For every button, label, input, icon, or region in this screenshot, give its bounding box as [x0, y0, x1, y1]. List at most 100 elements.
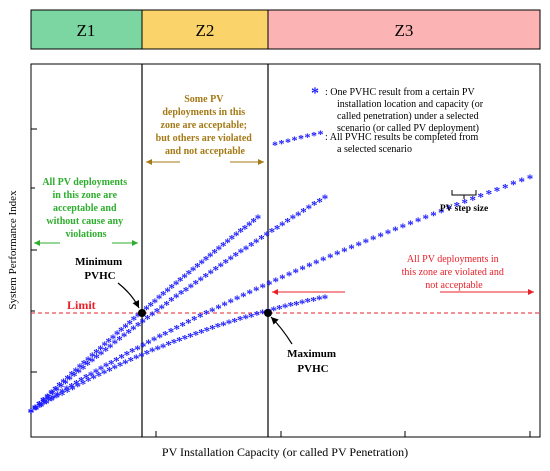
pvhc-marker: *: [140, 339, 147, 354]
pvhc-marker: *: [33, 402, 40, 417]
pvhc-marker: *: [134, 342, 141, 357]
pvhc-marker: *: [226, 316, 233, 331]
pvhc-marker: *: [237, 313, 244, 328]
pvhc-marker: *: [176, 333, 183, 348]
pvhc-marker: *: [140, 315, 147, 330]
pvhc-marker: *: [334, 247, 341, 262]
pvhc-marker: *: [194, 259, 201, 274]
pvhc-marker: *: [478, 190, 485, 205]
zone-z3: [267, 9, 541, 50]
pvhc-marker: *: [207, 249, 214, 264]
pvhc-marker: *: [81, 357, 88, 372]
pvhc-marker: *: [263, 228, 270, 243]
pvhc-marker: *: [85, 353, 92, 368]
pvhc-marker: *: [165, 338, 172, 353]
pvhc-marker: *: [78, 374, 85, 389]
pvhc-marker: *: [38, 399, 45, 414]
pvhc-marker: *: [222, 256, 229, 271]
pvhc-marker: *: [242, 311, 249, 326]
pvhc-marker: *: [118, 324, 125, 339]
pvhc-marker: *: [88, 368, 95, 383]
pvhc-marker: *: [67, 372, 74, 387]
pvhc-marker: *: [209, 322, 216, 337]
curve-d: ************************** *** * * * * * * * * * * *…: [28, 291, 329, 420]
pvhc-marker: *: [163, 297, 170, 312]
pvhc-marker: *: [341, 244, 348, 259]
pvhc-marker: *: [377, 229, 384, 244]
pvhc-marker: *: [518, 174, 525, 189]
legend-marker: *: [311, 128, 317, 142]
legend-marker-series: * * * * * * * *: [272, 127, 324, 152]
pvhc-curves: *************************** *************…: [28, 171, 534, 420]
pvhc-marker: *: [250, 214, 257, 229]
pvhc-marker: *: [156, 291, 163, 306]
pvhc-marker: *: [32, 402, 39, 417]
pvhc-marker: *: [255, 211, 262, 226]
pvhc-marker: *: [168, 294, 175, 309]
pvhc-marker: *: [254, 308, 261, 323]
pvhc-marker: *: [228, 295, 235, 310]
pvhc-marker: *: [28, 405, 35, 420]
curve-b: ****************************************…: [28, 191, 329, 420]
pvhc-marker: *: [50, 391, 57, 406]
pvhc-marker: *: [273, 274, 280, 289]
pvhc-marker: *: [212, 262, 219, 277]
pvhc-marker: *: [279, 218, 286, 233]
pvhc-marker: *: [98, 362, 105, 377]
pvhc-marker: *: [56, 379, 63, 394]
pvhc-marker: *: [203, 252, 210, 267]
pvhc-marker: *: [370, 232, 377, 247]
pvhc-marker: *: [40, 394, 47, 409]
pvhc-marker: *: [247, 286, 254, 301]
pvhc-marker: *: [112, 336, 119, 351]
pvhc-marker: *: [54, 390, 61, 405]
pvhc-marker: *: [182, 331, 189, 346]
pvhc-marker: *: [103, 359, 110, 374]
curve-c: *********************** ** * * * * * * * * * * * * * * *…: [28, 171, 534, 420]
pvhc-marker: *: [271, 303, 278, 318]
pvhc-marker: *: [279, 271, 286, 286]
pvhc-marker: *: [327, 250, 334, 265]
legend-item2: : All PVHC results be completed from a s…: [325, 132, 481, 155]
pvhc-marker: *: [400, 220, 407, 235]
pvhc-marker: *: [107, 340, 114, 355]
pvhc-marker: *: [85, 374, 92, 389]
pvhc-marker: *: [41, 394, 48, 409]
pvhc-marker: *: [290, 211, 297, 226]
pvhc-marker: *: [188, 280, 195, 295]
pvhc-marker: *: [363, 235, 370, 250]
pvhc-marker: *: [64, 385, 71, 400]
pvhc-marker: *: [185, 316, 192, 331]
pvhc-marker: *: [125, 326, 132, 341]
pvhc-marker: *: [45, 394, 52, 409]
pvhc-marker: *: [306, 201, 313, 216]
y-axis-label: System Performance Index: [7, 190, 19, 310]
pvhc-marker: *: [197, 310, 204, 325]
pvhc-marker: *: [229, 232, 236, 247]
pvhc-marker: *: [68, 379, 75, 394]
pvhc-marker: *: [322, 191, 329, 206]
pvhc-marker: *: [183, 283, 190, 298]
pvhc-marker: *: [293, 297, 300, 312]
pvhc-marker: *: [48, 386, 55, 401]
pvhc-marker: *: [258, 232, 265, 247]
maximum-pvhc-point: [264, 309, 272, 317]
pvhc-marker: *: [486, 186, 493, 201]
pvhc-marker: *: [237, 225, 244, 240]
pvhc-marker: *: [282, 300, 289, 315]
pvhc-marker: *: [156, 330, 163, 345]
pvhc-marker: *: [310, 293, 317, 308]
pvhc-marker: *: [130, 322, 137, 337]
pvhc-marker: *: [169, 281, 176, 296]
pvhc-marker: *: [90, 371, 97, 386]
pvhc-marker: *: [147, 298, 154, 313]
pvhc-marker: *: [32, 401, 39, 416]
pvhc-marker: *: [293, 265, 300, 280]
pvhc-marker: *: [101, 366, 108, 381]
pvhc-marker: *: [248, 309, 255, 324]
z1-note: All PV deployments in this zone are acce…: [42, 177, 129, 240]
pvhc-marker: *: [58, 379, 65, 394]
pvhc-marker: *: [220, 239, 227, 254]
pvhc-marker: *: [202, 269, 209, 284]
pvhc-marker: *: [209, 304, 216, 319]
